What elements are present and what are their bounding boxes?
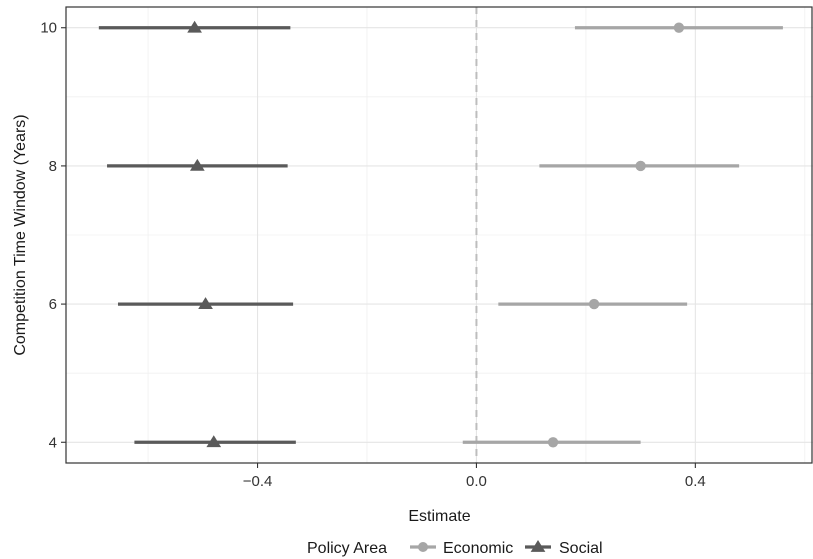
x-tick-label: 0.4: [685, 473, 706, 490]
economic-point: [588, 298, 600, 310]
x-axis-ticks: −0.4 0.0 0.4: [243, 463, 706, 490]
x-axis-label: Estimate: [408, 508, 470, 525]
economic-point: [673, 22, 685, 33]
economic-point: [635, 160, 646, 172]
y-tick-label: 10: [40, 20, 57, 37]
legend-items: Economic Social: [410, 540, 603, 557]
legend-key-economic-marker: [418, 542, 428, 552]
panel-border: [65, 6, 813, 464]
economic-point: [547, 437, 559, 448]
data-points: [187, 20, 685, 448]
y-axis-ticks: 4 6 8 10: [40, 20, 66, 451]
x-tick-label: 0.0: [466, 473, 487, 490]
legend-label-economic: Economic: [443, 540, 513, 557]
y-tick-label: 4: [49, 434, 57, 451]
legend-label-social: Social: [559, 540, 603, 557]
social-point: [198, 297, 213, 309]
legend: Policy Area Economic Social: [307, 540, 603, 557]
legend-title: Policy Area: [307, 540, 387, 557]
minor-grid: [66, 7, 813, 463]
social-point: [189, 158, 205, 171]
y-tick-label: 6: [49, 296, 57, 313]
legend-key-social-marker: [530, 540, 546, 552]
y-axis-label: Competition Time Window (Years): [12, 114, 29, 355]
social-point: [206, 435, 222, 448]
x-tick-label: −0.4: [243, 473, 273, 490]
social-point: [187, 20, 202, 33]
y-tick-label: 8: [49, 158, 57, 175]
